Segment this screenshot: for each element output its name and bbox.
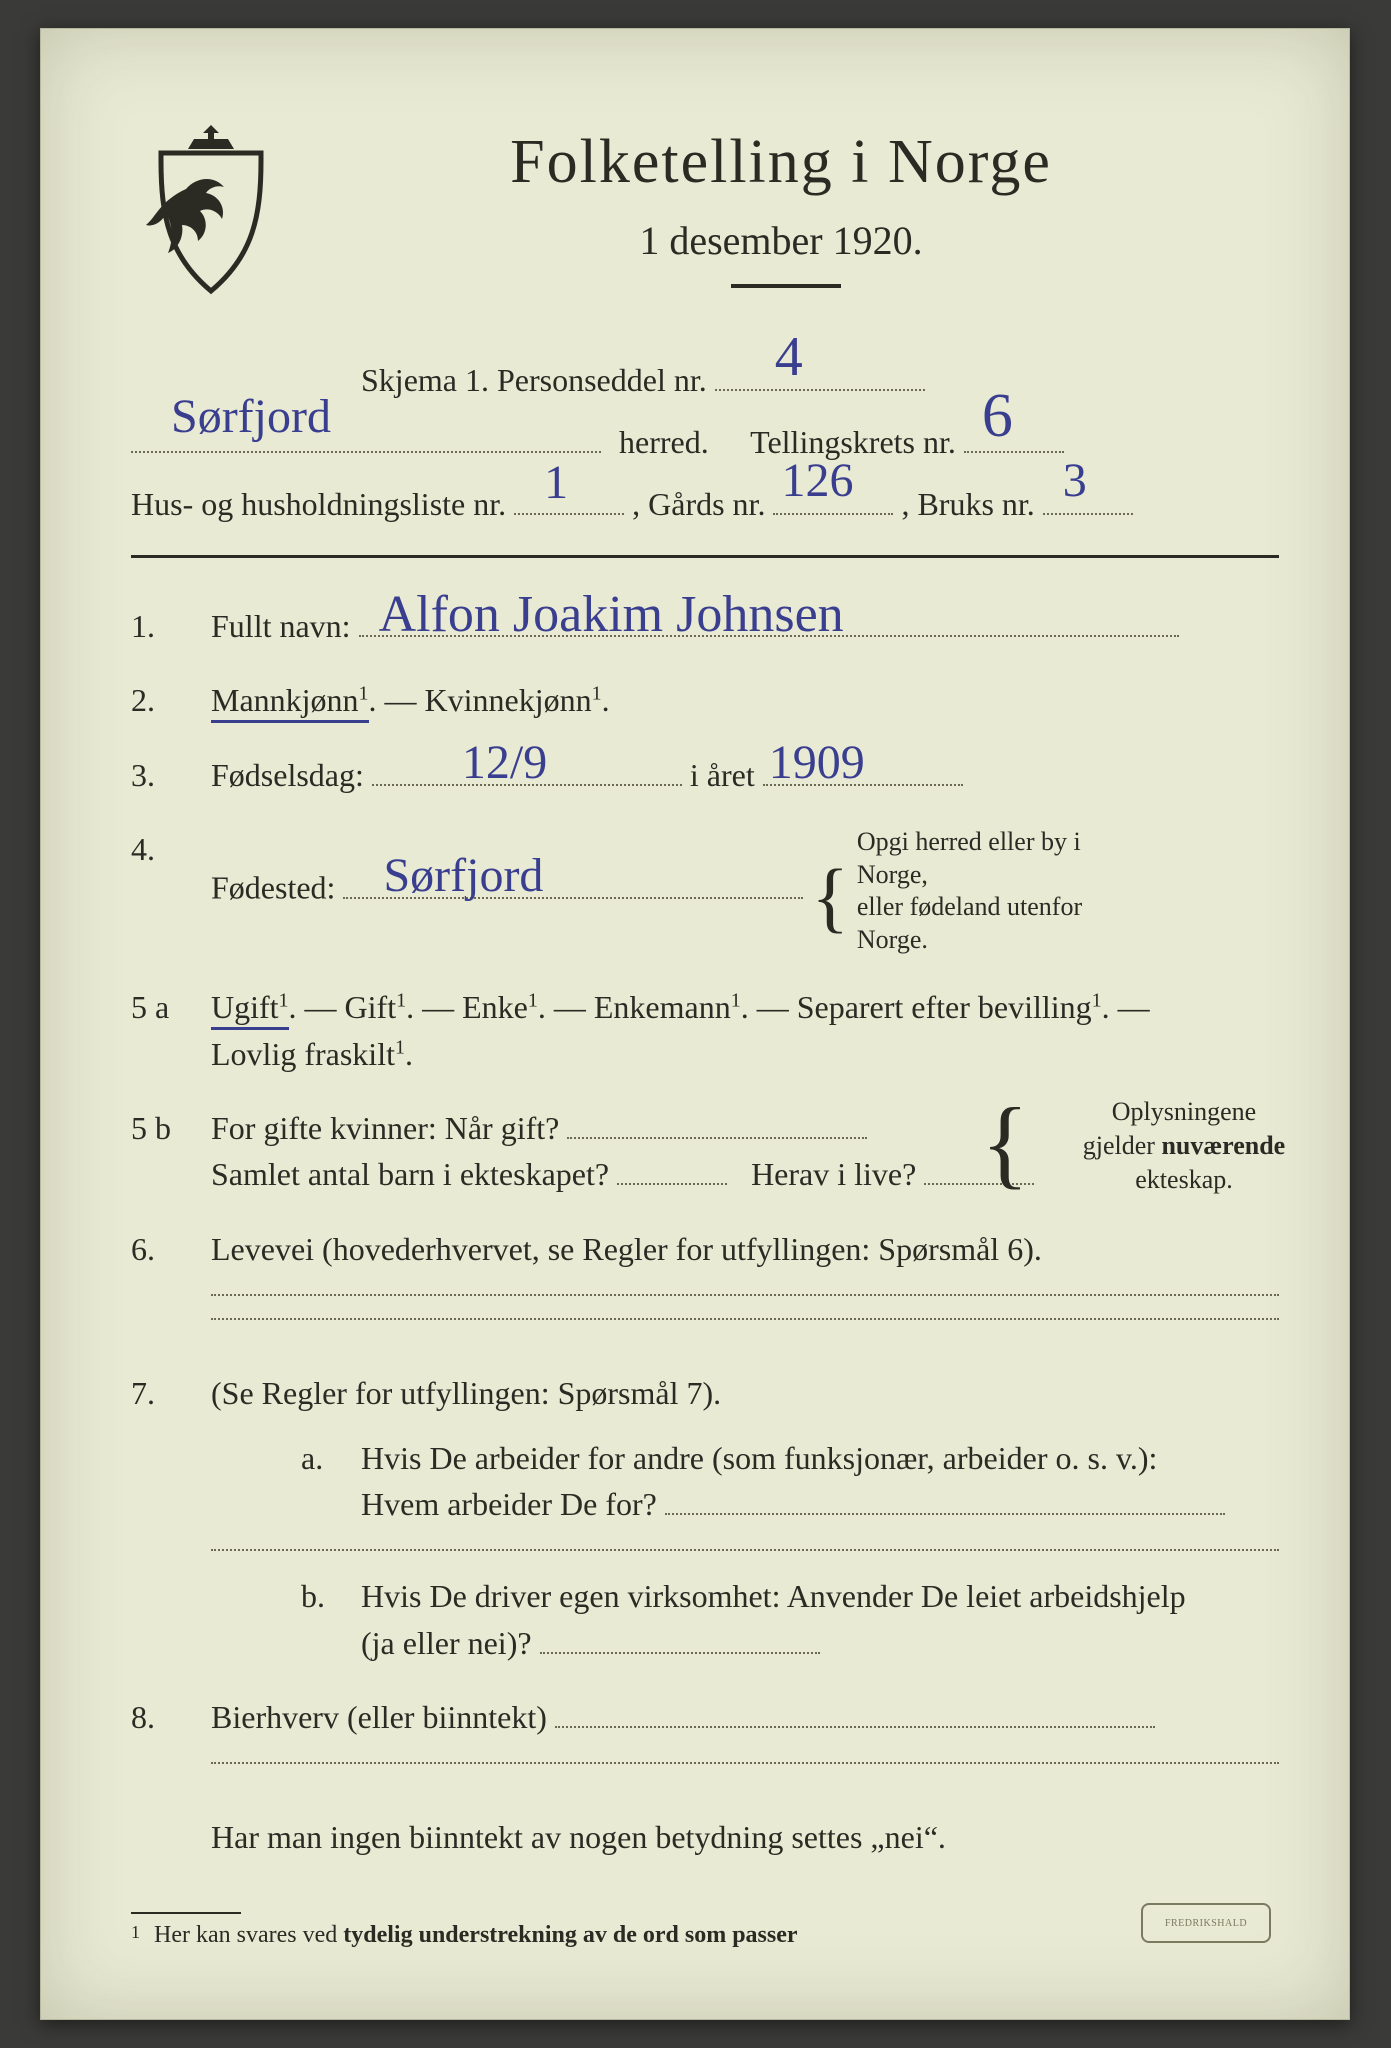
q4-row: 4. Fødested: Sørfjord { Opgi herred elle… — [131, 812, 1279, 970]
q8-row: 8. Bierhverv (eller biinntekt) — [131, 1680, 1279, 1800]
q1-label: Fullt navn: — [211, 608, 351, 644]
printer-stamp: FREDRIKSHALD — [1141, 1903, 1271, 1943]
q5a-gift: Gift1 — [345, 989, 407, 1025]
q3-year-value: 1909 — [769, 728, 865, 798]
q5b-num: 5 b — [131, 1105, 201, 1151]
q5b-l2a: Samlet antal barn i ekteskapet? — [211, 1156, 609, 1192]
census-form-paper: Folketelling i Norge 1 desember 1920. Sk… — [40, 28, 1350, 2020]
skjema-label: Skjema 1. Personseddel nr. — [361, 362, 707, 398]
gards-label: Gårds nr. — [648, 486, 765, 522]
q7a: a. Hvis De arbeider for andre (som funks… — [211, 1435, 1279, 1552]
q7a-l2: Hvem arbeider De for? — [361, 1486, 657, 1522]
page-title: Folketelling i Norge — [341, 127, 1221, 198]
q7-label: (Se Regler for utfyllingen: Spørsmål 7). — [211, 1375, 721, 1411]
q7b-l1: Hvis De driver egen virksomhet: Anvender… — [361, 1578, 1186, 1614]
q5a-row: 5 a Ugift1. — Gift1. — Enke1. — Enkemann… — [131, 970, 1279, 1091]
q5b-note: Oplysningene gjelder nuværende ekteskap. — [1049, 1095, 1319, 1196]
footnote-bold: tydelig understrekning av de ord som pas… — [343, 1922, 797, 1948]
footnote-pre: Her kan svares ved — [154, 1922, 343, 1948]
q7a-l1: Hvis De arbeider for andre (som funksjon… — [361, 1440, 1157, 1476]
q1-value: Alfon Joakim Johnsen — [379, 577, 844, 652]
header: Folketelling i Norge 1 desember 1920. — [131, 109, 1279, 349]
q7b-num: b. — [301, 1573, 341, 1619]
q6-label: Levevei (hovederhvervet, se Regler for u… — [211, 1231, 1042, 1267]
brace-icon: { — [981, 1113, 1029, 1173]
title-underline — [731, 284, 841, 288]
q3-row: 3. Fødselsdag: 12/9 i året 1909 — [131, 738, 1279, 812]
q2-row: 2. Mannkjønn1. — Kvinnekjønn1. — [131, 663, 1279, 737]
coat-of-arms-icon — [141, 119, 281, 299]
personseddel-nr-value: 4 — [775, 325, 803, 389]
form-body: 1. Fullt navn: Alfon Joakim Johnsen 2. M… — [131, 589, 1279, 1875]
q5a-ugift: Ugift1 — [211, 989, 289, 1030]
q6-num: 6. — [131, 1226, 201, 1272]
meta-line-2: Sørfjord herred. Tellingskrets nr. 6 — [131, 421, 1279, 483]
q2-sep: — — [385, 682, 425, 718]
tail-note-row: Har man ingen biinntekt av nogen betydni… — [131, 1800, 1279, 1874]
q6-row: 6. Levevei (hovederhvervet, se Regler fo… — [131, 1212, 1279, 1356]
q8-label: Bierhverv (eller biinntekt) — [211, 1699, 547, 1735]
q7-row: 7. (Se Regler for utfyllingen: Spørsmål … — [131, 1356, 1279, 1680]
footnote-num: 1 — [131, 1922, 140, 1942]
bruks-nr-value: 3 — [1063, 453, 1087, 508]
footnote: 1 Her kan svares ved tydelig understrekn… — [131, 1922, 1279, 1949]
meta-line-3: Hus- og husholdningsliste nr. 1 , Gårds … — [131, 483, 1279, 545]
q5b-row: 5 b For gifte kvinner: Når gift? Samlet … — [131, 1091, 1279, 1212]
q3-day-value: 12/9 — [462, 728, 547, 798]
q1-row: 1. Fullt navn: Alfon Joakim Johnsen — [131, 589, 1279, 663]
husliste-nr-value: 1 — [544, 455, 568, 510]
q3-label: Fødselsdag: — [211, 757, 364, 793]
meta-block: Skjema 1. Personseddel nr. 4 Sørfjord he… — [131, 359, 1279, 558]
tail-note: Har man ingen biinntekt av nogen betydni… — [211, 1819, 946, 1855]
brace-icon: { — [811, 874, 848, 921]
q7a-num: a. — [301, 1435, 341, 1481]
q8-num: 8. — [131, 1694, 201, 1740]
footnote-rule — [131, 1912, 241, 1914]
q2-num: 2. — [131, 677, 201, 723]
footer: 1 Her kan svares ved tydelig understrekn… — [131, 1912, 1279, 1949]
herred-value: Sørfjord — [171, 389, 331, 444]
content-area: Folketelling i Norge 1 desember 1920. Sk… — [131, 109, 1279, 1959]
husliste-label: Hus- og husholdningsliste nr. — [131, 486, 506, 522]
q4-num: 4. — [131, 826, 201, 872]
q7b-l2: (ja eller nei)? — [361, 1625, 532, 1661]
q5a-enkemann: Enkemann1 — [594, 989, 741, 1025]
gards-nr-value: 126 — [781, 453, 853, 508]
q7-num: 7. — [131, 1370, 201, 1416]
q5a-enke: Enke1 — [462, 989, 538, 1025]
tellingskrets-nr-value: 6 — [982, 381, 1013, 452]
q5b-l2b: Herav i live? — [751, 1156, 916, 1192]
q4-value: Sørfjord — [383, 841, 543, 911]
meta-divider — [131, 555, 1279, 558]
q2-mann: Mannkjønn1 — [211, 682, 369, 723]
q5b-l1a: For gifte kvinner: Når gift? — [211, 1110, 559, 1146]
q4-note: Opgi herred eller by i Norge, eller føde… — [857, 826, 1157, 956]
q7b: b. Hvis De driver egen virksomhet: Anven… — [211, 1573, 1279, 1666]
q5a-num: 5 a — [131, 984, 201, 1030]
q3-num: 3. — [131, 752, 201, 798]
q5a-separert: Separert efter bevilling1 — [797, 989, 1102, 1025]
bruks-label: Bruks nr. — [917, 486, 1034, 522]
q2-kvinne: Kvinnekjønn1 — [425, 682, 602, 718]
q1-num: 1. — [131, 603, 201, 649]
q5a-lovlig: Lovlig fraskilt1 — [211, 1036, 405, 1072]
q4-label: Fødested: — [211, 870, 335, 906]
page-subtitle: 1 desember 1920. — [341, 217, 1221, 264]
q3-mid: i året — [690, 757, 755, 793]
herred-label: herred. — [619, 424, 709, 460]
